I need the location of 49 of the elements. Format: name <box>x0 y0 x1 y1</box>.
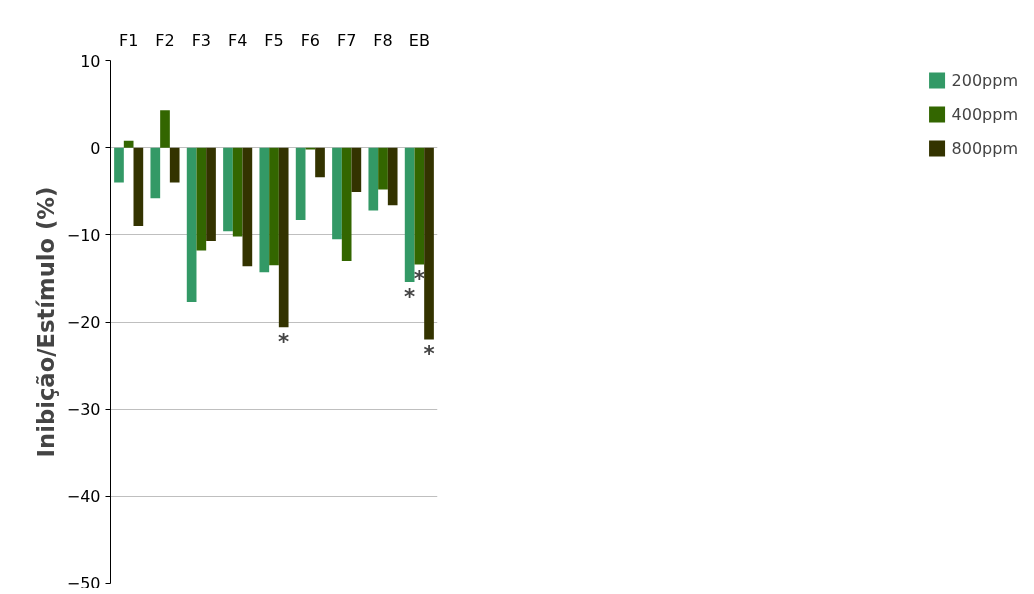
x-tick-label: F7 <box>336 30 357 50</box>
bar <box>160 110 170 148</box>
bar <box>378 147 388 190</box>
bar <box>150 147 161 199</box>
bar <box>206 147 216 241</box>
x-tick-label: F2 <box>155 30 175 50</box>
x-tick-label: EB <box>408 30 430 50</box>
bar <box>351 147 362 193</box>
y-tick-label: −50 <box>66 573 101 593</box>
y-tick-label: 10 <box>80 51 101 71</box>
y-tick-label: −30 <box>66 400 101 420</box>
bar <box>133 147 144 227</box>
bar <box>169 147 180 183</box>
bar <box>242 147 253 267</box>
bar <box>387 147 398 206</box>
bar <box>368 147 379 211</box>
bar <box>259 147 270 273</box>
x-tick-label: F3 <box>191 30 212 50</box>
y-tick-label: −20 <box>66 313 101 332</box>
y-tick-label: −40 <box>66 487 101 507</box>
bar <box>232 147 243 237</box>
bar <box>404 147 415 282</box>
bar <box>223 147 233 232</box>
x-tick-label: F1 <box>118 30 139 50</box>
bar <box>196 147 207 251</box>
annotation: * <box>278 329 290 355</box>
x-tick-label: F8 <box>373 30 393 50</box>
legend-label: 800ppm <box>951 138 1018 158</box>
bar <box>278 147 289 328</box>
y-tick-label: 0 <box>90 138 101 158</box>
y-tick-label: −10 <box>66 225 101 245</box>
annotation: * <box>404 283 416 309</box>
bar <box>332 147 342 240</box>
bar <box>123 140 134 148</box>
x-tick-label: F4 <box>227 30 248 50</box>
bar <box>341 147 352 261</box>
x-tick-label: F5 <box>264 30 284 50</box>
bar <box>114 147 124 183</box>
x-tick-label: F6 <box>300 30 321 50</box>
legend-label: 200ppm <box>951 70 1018 90</box>
bar <box>295 147 306 221</box>
y-axis-title: Inibição/Estímulo (%) <box>32 186 59 458</box>
bar <box>414 147 425 265</box>
bar <box>424 147 434 340</box>
bar <box>269 147 279 266</box>
bar <box>186 147 197 302</box>
bar <box>315 147 325 178</box>
legend-label: 400ppm <box>951 104 1018 124</box>
annotation: * <box>423 341 435 367</box>
